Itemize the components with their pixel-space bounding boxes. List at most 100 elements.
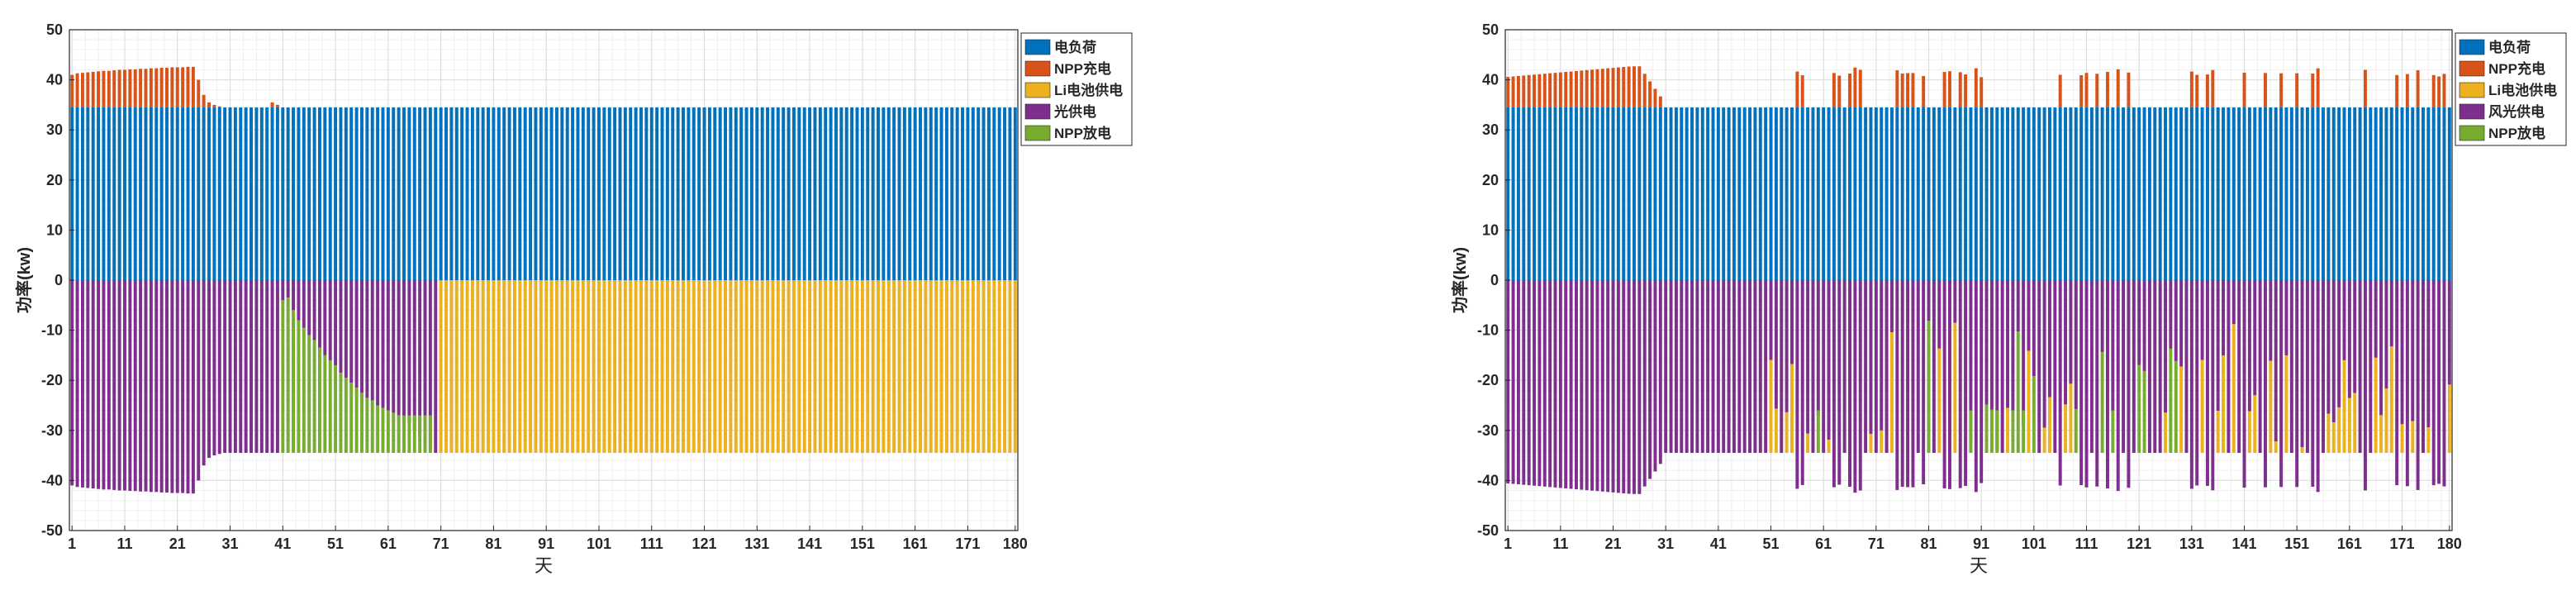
bar-li	[2426, 427, 2431, 454]
bar-load	[481, 107, 485, 280]
bar-load	[2137, 107, 2141, 280]
bar-load	[1642, 107, 1647, 280]
x-tick-label: 71	[1868, 536, 1884, 552]
bar-pv	[217, 280, 221, 455]
bar-npp-charge	[1506, 77, 1510, 107]
bar-li	[850, 280, 854, 454]
bar-pv	[1884, 280, 1889, 454]
x-tick-label: 11	[116, 536, 132, 552]
bar-pv	[117, 280, 121, 491]
bar-load	[518, 107, 522, 280]
bar-li	[1790, 364, 1794, 454]
bar-npp-charge	[1906, 73, 1910, 107]
bar-pv	[2264, 280, 2267, 488]
bar-load	[344, 107, 348, 280]
bar-load	[1522, 107, 1526, 280]
bar-pv	[1974, 280, 1978, 493]
legend-swatch	[1024, 39, 1051, 55]
bar-pv	[1964, 280, 1968, 486]
bar-npp-discharge	[2100, 352, 2104, 454]
bar-load	[1811, 107, 1815, 280]
bar-load	[1958, 107, 1962, 280]
bar-npp-charge	[212, 104, 216, 107]
bar-load	[1008, 107, 1012, 280]
bar-pv	[1548, 280, 1552, 488]
bar-npp-charge	[1958, 72, 1962, 107]
bar-npp-discharge	[2032, 376, 2036, 454]
bar-npp-charge	[1542, 74, 1547, 107]
x-tick-label: 111	[640, 536, 663, 552]
bar-load	[1600, 107, 1604, 280]
bar-li	[913, 280, 917, 454]
bar-npp-discharge	[2016, 331, 2020, 454]
bar-pv	[1653, 280, 1657, 472]
bar-li	[487, 280, 491, 454]
bar-load	[2064, 107, 2068, 280]
bar-li	[818, 280, 822, 454]
bar-pv	[133, 280, 137, 492]
bar-load	[244, 107, 248, 280]
bar-npp-discharge	[2111, 410, 2115, 454]
bar-pv	[370, 280, 374, 401]
bar-npp-charge	[170, 67, 174, 107]
bar-li	[454, 280, 459, 454]
bar-load	[2358, 107, 2362, 280]
bar-pv	[175, 280, 179, 493]
bar-load	[1590, 107, 1595, 280]
bar-pv	[2422, 280, 2425, 454]
bar-load	[2253, 107, 2257, 280]
bar-load	[454, 107, 459, 280]
bar-pv	[1969, 280, 1973, 445]
bar-li	[986, 280, 991, 454]
bar-npp-discharge	[1984, 404, 1989, 454]
bar-li	[729, 280, 733, 454]
bar-load	[97, 107, 101, 280]
bar-npp-charge	[2416, 70, 2420, 107]
bar-load	[275, 107, 279, 280]
bar-npp-charge	[128, 69, 132, 107]
bar-npp-charge	[133, 69, 137, 107]
bar-load	[186, 107, 190, 280]
bar-load	[1837, 107, 1842, 280]
bar-pv	[1633, 280, 1636, 494]
bar-load	[1680, 107, 1684, 280]
bar-load	[1506, 107, 1510, 280]
bar-load	[724, 107, 728, 280]
bar-load	[139, 107, 143, 280]
bar-load	[992, 107, 996, 280]
bar-pv	[1795, 280, 1799, 489]
bar-load	[465, 107, 469, 280]
bar-pv	[223, 280, 227, 454]
legend-swatch	[1024, 103, 1051, 120]
bar-load	[1869, 107, 1873, 280]
bar-pv	[1948, 280, 1951, 489]
bar-pv	[1627, 280, 1631, 494]
bar-li	[802, 280, 806, 454]
bar-li	[544, 280, 549, 454]
bar-li	[934, 280, 939, 454]
bar-load	[1013, 107, 1017, 280]
bar-load	[117, 107, 121, 280]
bar-load	[2222, 107, 2226, 280]
bar-load	[265, 107, 269, 280]
bar-load	[312, 107, 316, 280]
bar-load	[729, 107, 733, 280]
bar-npp-discharge	[297, 320, 301, 454]
bar-load	[813, 107, 817, 280]
bar-pv	[2353, 280, 2357, 393]
bar-li	[529, 280, 533, 454]
bar-load	[1580, 107, 1584, 280]
bar-li	[997, 280, 1001, 454]
bar-load	[449, 107, 454, 280]
bar-npp-charge	[1964, 74, 1968, 107]
bar-load	[2237, 107, 2241, 280]
bar-li	[481, 280, 485, 454]
x-tick-label: 101	[2022, 536, 2046, 552]
y-axis-label: 功率(kw)	[1450, 247, 1470, 313]
bar-load	[1616, 107, 1620, 280]
bar-li	[2379, 415, 2384, 454]
bar-load	[782, 107, 786, 280]
bar-npp-charge	[1590, 69, 1595, 107]
bar-li	[2331, 421, 2336, 454]
bar-pv	[1611, 280, 1615, 493]
